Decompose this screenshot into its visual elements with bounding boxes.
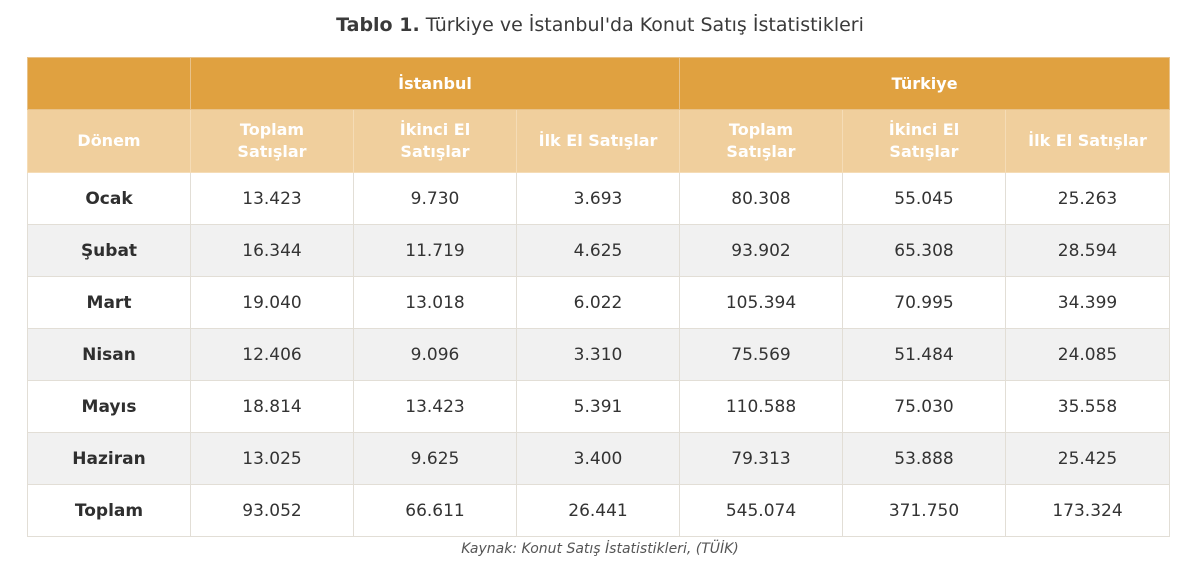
cell-tr-second: 371.750 xyxy=(842,484,1006,537)
column-header-ist-second: İkinci El Satışlar xyxy=(353,109,517,173)
cell-tr-second: 53.888 xyxy=(842,432,1006,485)
table-title-text: Türkiye ve İstanbul'da Konut Satış İstat… xyxy=(425,14,864,36)
cell-ist-second: 13.018 xyxy=(353,276,517,329)
cell-tr-first: 28.594 xyxy=(1004,224,1171,277)
column-header-line: İkinci El xyxy=(888,120,960,139)
column-header-row: Dönem Toplam Satışlar İkinci El Satışlar… xyxy=(27,109,1171,173)
cell-ist-first: 5.391 xyxy=(516,380,680,433)
table-row: Haziran 13.025 9.625 3.400 79.313 53.888… xyxy=(27,432,1171,485)
cell-tr-total: 545.074 xyxy=(679,484,843,537)
cell-period: Şubat xyxy=(27,224,191,277)
table-row: Mart 19.040 13.018 6.022 105.394 70.995 … xyxy=(27,276,1171,329)
column-header-ist-total: Toplam Satışlar xyxy=(190,109,354,173)
cell-tr-total: 93.902 xyxy=(679,224,843,277)
cell-ist-second: 9.730 xyxy=(353,172,517,225)
cell-tr-second: 55.045 xyxy=(842,172,1006,225)
source-note: Kaynak: Konut Satış İstatistikleri, (TÜİ… xyxy=(461,541,739,557)
cell-ist-second: 11.719 xyxy=(353,224,517,277)
cell-ist-total: 12.406 xyxy=(190,328,354,381)
cell-ist-first: 6.022 xyxy=(516,276,680,329)
cell-tr-first: 25.263 xyxy=(1004,172,1171,225)
cell-period: Nisan xyxy=(27,328,191,381)
cell-ist-total: 13.025 xyxy=(190,432,354,485)
cell-ist-second: 13.423 xyxy=(353,380,517,433)
cell-ist-first: 3.310 xyxy=(516,328,680,381)
group-header-istanbul: İstanbul xyxy=(190,57,680,110)
column-header-ist-first: İlk El Satışlar xyxy=(516,109,680,173)
cell-ist-first: 3.693 xyxy=(516,172,680,225)
cell-ist-total: 19.040 xyxy=(190,276,354,329)
group-header-turkiye: Türkiye xyxy=(678,57,1171,110)
table-row: Şubat 16.344 11.719 4.625 93.902 65.308 … xyxy=(27,224,1171,277)
cell-ist-first: 3.400 xyxy=(516,432,680,485)
cell-period: Ocak xyxy=(27,172,191,225)
cell-ist-first: 26.441 xyxy=(516,484,680,537)
column-header-line: Satışlar xyxy=(237,142,307,161)
cell-period: Toplam xyxy=(27,484,191,537)
cell-tr-second: 51.484 xyxy=(842,328,1006,381)
cell-tr-first: 173.324 xyxy=(1004,484,1171,537)
cell-ist-total: 16.344 xyxy=(190,224,354,277)
table-title-label: Tablo 1. xyxy=(336,14,420,36)
cell-ist-second: 9.096 xyxy=(353,328,517,381)
group-header-empty xyxy=(27,57,191,110)
table-row: Mayıs 18.814 13.423 5.391 110.588 75.030… xyxy=(27,380,1171,433)
cell-tr-total: 105.394 xyxy=(679,276,843,329)
column-header-line: Satışlar xyxy=(889,142,959,161)
cell-tr-first: 34.399 xyxy=(1004,276,1171,329)
column-header-line: Toplam xyxy=(239,120,305,139)
column-header-tr-second: İkinci El Satışlar xyxy=(842,109,1006,173)
cell-tr-second: 75.030 xyxy=(842,380,1006,433)
cell-ist-total: 18.814 xyxy=(190,380,354,433)
table-row-total: Toplam 93.052 66.611 26.441 545.074 371.… xyxy=(27,484,1171,537)
column-header-period: Dönem xyxy=(27,109,191,173)
cell-tr-total: 75.569 xyxy=(679,328,843,381)
cell-tr-second: 70.995 xyxy=(842,276,1006,329)
cell-ist-first: 4.625 xyxy=(516,224,680,277)
cell-ist-second: 9.625 xyxy=(353,432,517,485)
group-header-row: İstanbul Türkiye xyxy=(27,57,1171,110)
column-header-tr-total: Toplam Satışlar xyxy=(679,109,843,173)
cell-tr-total: 80.308 xyxy=(679,172,843,225)
table-title: Tablo 1. Türkiye ve İstanbul'da Konut Sa… xyxy=(0,14,1200,36)
table-row: Nisan 12.406 9.096 3.310 75.569 51.484 2… xyxy=(27,328,1171,381)
cell-tr-first: 24.085 xyxy=(1004,328,1171,381)
cell-ist-total: 93.052 xyxy=(190,484,354,537)
cell-period: Mart xyxy=(27,276,191,329)
cell-ist-second: 66.611 xyxy=(353,484,517,537)
cell-tr-first: 35.558 xyxy=(1004,380,1171,433)
cell-period: Haziran xyxy=(27,432,191,485)
cell-tr-second: 65.308 xyxy=(842,224,1006,277)
cell-ist-total: 13.423 xyxy=(190,172,354,225)
cell-period: Mayıs xyxy=(27,380,191,433)
column-header-line: İkinci El xyxy=(399,120,471,139)
cell-tr-total: 79.313 xyxy=(679,432,843,485)
column-header-line: Satışlar xyxy=(726,142,796,161)
column-header-tr-first: İlk El Satışlar xyxy=(1004,109,1171,173)
column-header-line: Toplam xyxy=(728,120,794,139)
cell-tr-first: 25.425 xyxy=(1004,432,1171,485)
cell-tr-total: 110.588 xyxy=(679,380,843,433)
column-header-line: Satışlar xyxy=(400,142,470,161)
housing-sales-table: İstanbul Türkiye Dönem Toplam Satışlar İ… xyxy=(27,57,1171,537)
table-row: Ocak 13.423 9.730 3.693 80.308 55.045 25… xyxy=(27,172,1171,225)
